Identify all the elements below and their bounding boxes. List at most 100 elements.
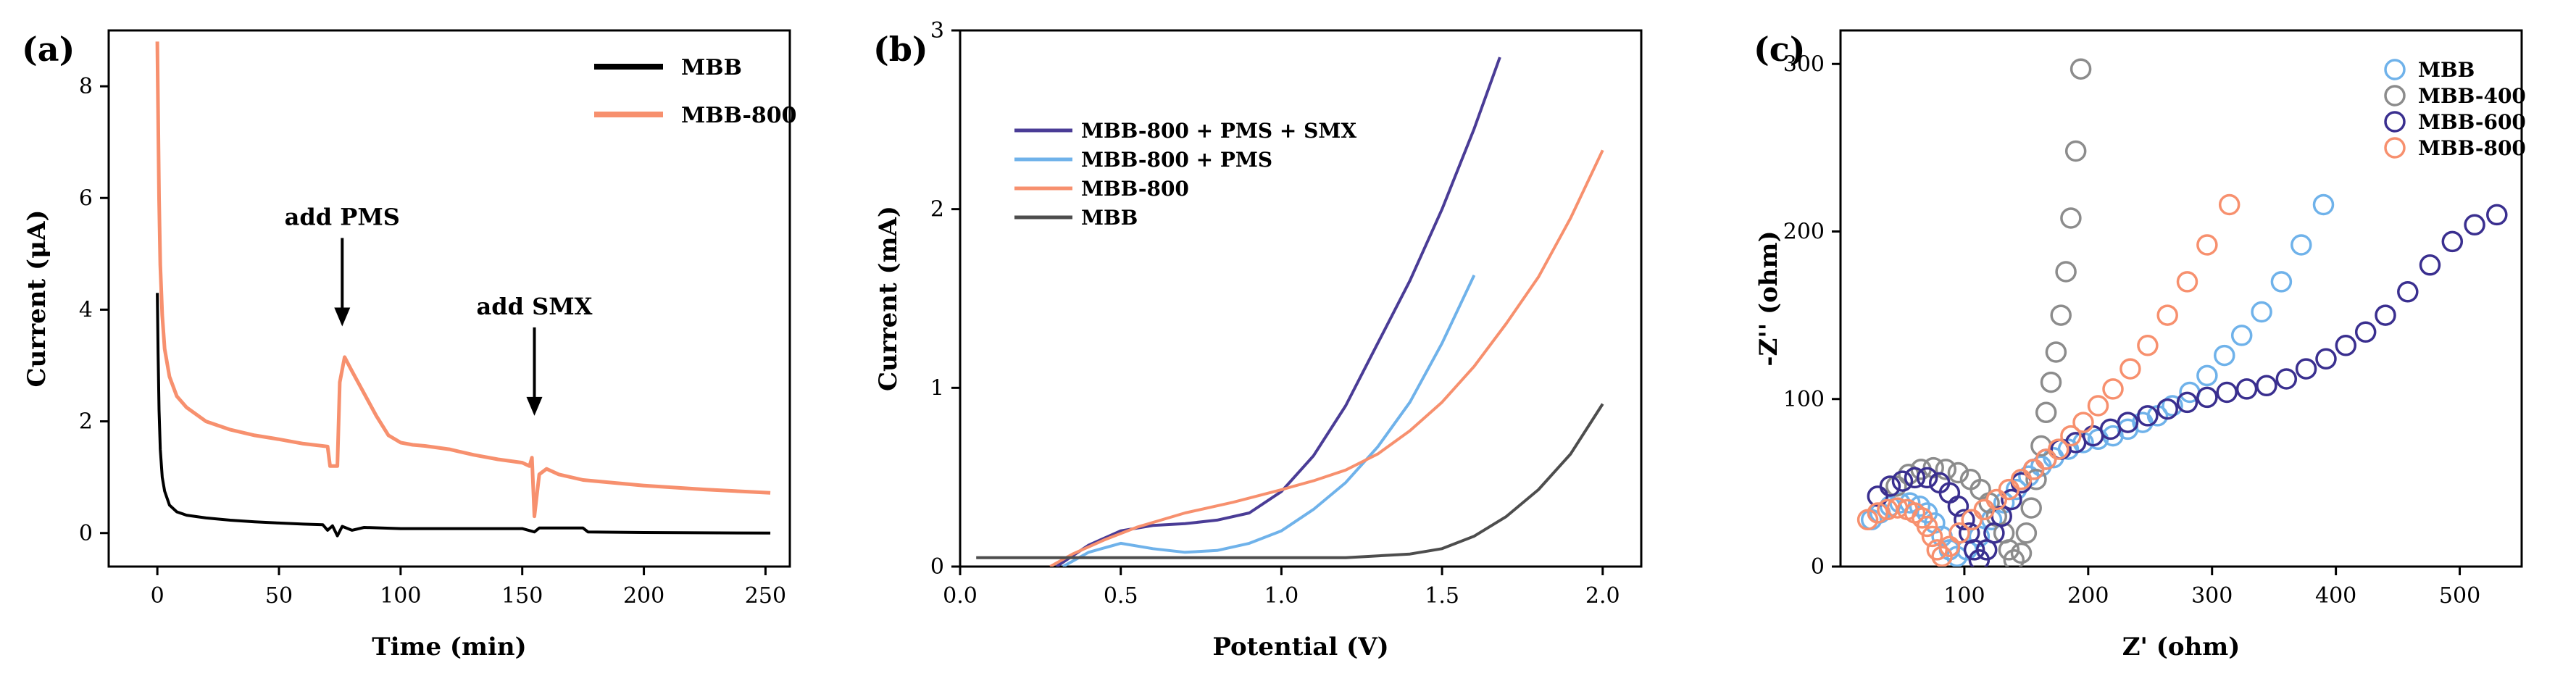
x-tick-label: 0.5 — [1104, 583, 1138, 609]
x-tick-label: 200 — [623, 583, 664, 609]
data-point — [1891, 470, 1914, 492]
x-tick-label: 300 — [2191, 583, 2233, 609]
series-points-mbb — [1860, 193, 2335, 567]
data-point — [2055, 261, 2077, 283]
annotation-label: add SMX — [477, 293, 593, 320]
y-tick-label: 2 — [79, 409, 93, 435]
data-point — [1935, 459, 1957, 480]
data-point — [2162, 395, 2183, 417]
data-point — [2010, 542, 2033, 564]
annotation-arrow-head — [526, 396, 543, 416]
data-point — [2464, 214, 2485, 236]
y-tick-label: 8 — [79, 74, 93, 99]
legend-label: MBB-800 + PMS — [1081, 148, 1272, 172]
data-point — [1938, 535, 1961, 558]
series-points-mbb-800 — [1856, 193, 2241, 567]
y-tick-label: 200 — [1783, 220, 1825, 245]
plot-frame — [1839, 29, 2523, 568]
legend-marker — [2384, 85, 2406, 107]
data-point — [2117, 412, 2139, 433]
legend-label: MBB-600 — [2418, 110, 2526, 134]
data-point — [2441, 230, 2464, 253]
y-axis-label: -Z'' (ohm) — [1754, 230, 1783, 366]
x-tick-label: 100 — [380, 583, 421, 609]
plot-frame — [959, 29, 1643, 568]
panel-c: 100 200 300 400 500 0 100 200 300 Z' (ohm) -Z'' (o… — [1754, 29, 2526, 661]
data-point — [1947, 462, 1969, 484]
legend-label: MBB-400 — [2418, 84, 2526, 108]
data-point — [1916, 515, 1938, 538]
series-line-mbb — [156, 293, 771, 538]
series-line-mbb — [976, 403, 1604, 559]
x-axis-label: Z' (ohm) — [2122, 632, 2241, 661]
data-point — [1954, 509, 1975, 531]
data-point — [2137, 405, 2159, 427]
data-point — [2251, 301, 2272, 323]
data-point — [2218, 193, 2241, 216]
data-point — [2354, 321, 2377, 343]
x-tick-label: 1.5 — [1425, 583, 1459, 609]
data-point — [2003, 549, 2025, 567]
y-tick-label: 4 — [79, 297, 93, 322]
data-point — [1909, 496, 1931, 517]
x-tick-label: 150 — [501, 583, 543, 609]
data-point — [2397, 281, 2419, 303]
data-point — [2315, 348, 2337, 370]
legend-label: MBB — [1081, 206, 1138, 230]
x-tick-label: 0.0 — [943, 583, 978, 609]
y-tick-label: 3 — [930, 18, 944, 43]
data-point — [2196, 234, 2218, 256]
panel-label: (c) — [1754, 30, 1806, 69]
x-tick-label: 200 — [2067, 583, 2109, 609]
legend-marker — [2384, 59, 2406, 80]
x-tick-label: 0 — [151, 583, 164, 609]
data-point — [2419, 254, 2441, 276]
data-point — [2230, 325, 2253, 346]
data-point — [2060, 425, 2082, 447]
x-tick-label: 50 — [265, 583, 293, 609]
legend-label: MBB-800 — [1081, 177, 1189, 201]
series-line-mbb-800-pms — [1062, 275, 1476, 567]
legend-label: MBB-800 + PMS + SMX — [1081, 119, 1356, 143]
data-point — [2235, 378, 2258, 400]
x-tick-label: 400 — [2315, 583, 2356, 609]
legend-label: MBB — [681, 55, 742, 80]
y-axis-label: Current (mA) — [874, 206, 903, 391]
panel-label: (b) — [873, 30, 928, 69]
panel-b: 0.0 0.5 1.0 1.5 2.0 0 1 2 3 Potential (V) Current … — [873, 18, 1643, 661]
data-point — [1921, 525, 1943, 548]
x-tick-label: 250 — [745, 583, 786, 609]
data-point — [2087, 395, 2109, 417]
y-tick-label: 100 — [1783, 387, 1825, 412]
data-point — [1926, 539, 1948, 561]
panel-label: (a) — [22, 30, 75, 69]
data-point — [2048, 438, 2069, 460]
x-axis-label: Potential (V) — [1212, 632, 1388, 661]
y-tick-label: 2 — [930, 197, 944, 222]
data-point — [2001, 488, 2022, 511]
data-point — [2060, 207, 2082, 229]
data-point — [2176, 271, 2198, 293]
data-point — [2137, 335, 2159, 356]
data-point — [1867, 502, 1889, 524]
data-point — [1879, 475, 1901, 497]
data-point — [2005, 478, 2027, 501]
data-point — [2270, 271, 2293, 293]
data-point — [1916, 467, 1938, 489]
data-point — [2176, 391, 2198, 414]
data-point — [1998, 539, 2020, 561]
data-point — [2196, 364, 2218, 387]
x-tick-label: 500 — [2439, 583, 2480, 609]
data-point — [1904, 467, 1926, 489]
series-line-mbb-800 — [1049, 149, 1604, 567]
data-point — [2335, 335, 2357, 356]
annotation-label: add PMS — [285, 204, 400, 231]
legend-marker — [2384, 137, 2406, 159]
y-tick-label: 6 — [79, 185, 93, 211]
data-point — [1948, 522, 1970, 544]
data-point — [1885, 475, 1907, 497]
data-point — [2156, 398, 2178, 420]
y-tick-label: 300 — [1783, 51, 1825, 77]
data-point — [2015, 522, 2038, 544]
